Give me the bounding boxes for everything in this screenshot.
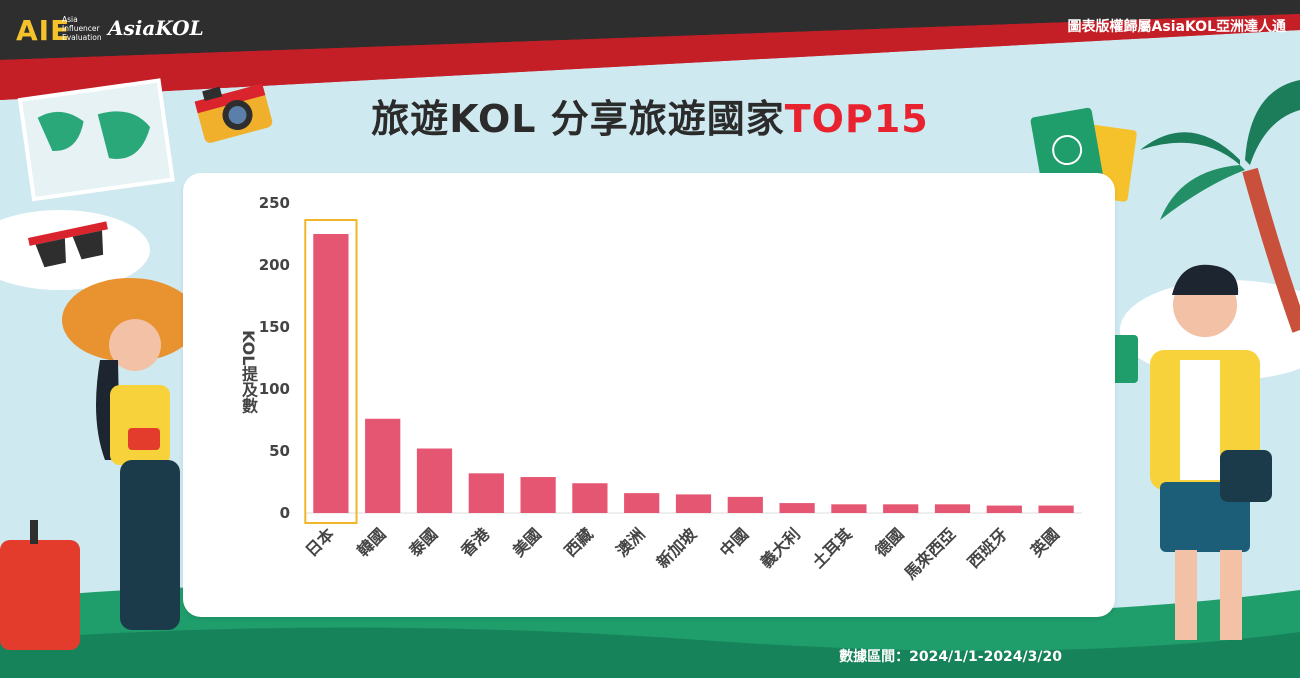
bar — [1038, 505, 1074, 513]
x-tick-label: 西藏 — [561, 524, 597, 560]
x-tick-label: 英國 — [1026, 524, 1063, 561]
asiakol-logo: AsiaKOL — [108, 16, 204, 40]
bar — [520, 477, 556, 513]
bar — [727, 496, 763, 513]
bar — [779, 503, 815, 513]
x-tick-label: 澳洲 — [612, 524, 648, 560]
x-tick-label: 中國 — [716, 524, 752, 560]
bar — [624, 493, 660, 513]
bar — [934, 504, 971, 513]
highlight-box — [304, 219, 358, 524]
x-tick-label: 土耳其 — [808, 524, 855, 571]
x-tick-label: 西班牙 — [964, 524, 1011, 571]
man-traveler-illustration — [1102, 264, 1272, 640]
y-tick-label: 150 — [259, 318, 290, 336]
bar — [313, 234, 349, 513]
page-title: 旅遊KOL 分享旅遊國家TOP15 — [0, 88, 1300, 143]
x-tick-label: 德國 — [871, 524, 907, 560]
header-band — [0, 0, 1300, 100]
bar — [831, 504, 867, 513]
title-highlight: TOP15 — [784, 97, 929, 141]
bar — [365, 418, 401, 513]
x-tick-label: 泰國 — [405, 524, 442, 561]
x-tick-label: 香港 — [456, 524, 493, 561]
title-main: 旅遊KOL 分享旅遊國家 — [371, 97, 785, 141]
copyright-notice: 圖表版權歸屬AsiaKOL亞洲達人通 — [1067, 19, 1286, 35]
woman-traveler-illustration — [0, 278, 198, 650]
aie-logo-subtitle: Asia Influencer Evaluation — [62, 15, 102, 42]
bar — [572, 483, 608, 513]
bar — [416, 448, 453, 513]
date-range: 數據區間：2024/1/1-2024/3/20 — [839, 649, 1062, 665]
x-tick-label: 美國 — [509, 524, 545, 560]
y-tick-label: 100 — [259, 380, 290, 398]
y-tick-label: 0 — [280, 504, 290, 522]
y-tick-label: 200 — [259, 256, 290, 274]
bar — [675, 494, 712, 513]
x-tick-label: 義大利 — [757, 524, 804, 571]
bar — [883, 504, 919, 513]
y-tick-label: 250 — [259, 194, 290, 212]
aie-logo: AIE — [16, 14, 71, 47]
x-tick-label: 韓國 — [353, 524, 389, 560]
x-tick-label: 馬來西亞 — [901, 524, 960, 583]
y-tick-label: 50 — [269, 442, 290, 460]
y-axis-label: KOL提及數 — [239, 330, 258, 414]
x-tick-label: 新加坡 — [653, 524, 701, 572]
x-tick-label: 日本 — [302, 524, 338, 560]
bar — [468, 473, 504, 513]
bar — [986, 505, 1022, 513]
